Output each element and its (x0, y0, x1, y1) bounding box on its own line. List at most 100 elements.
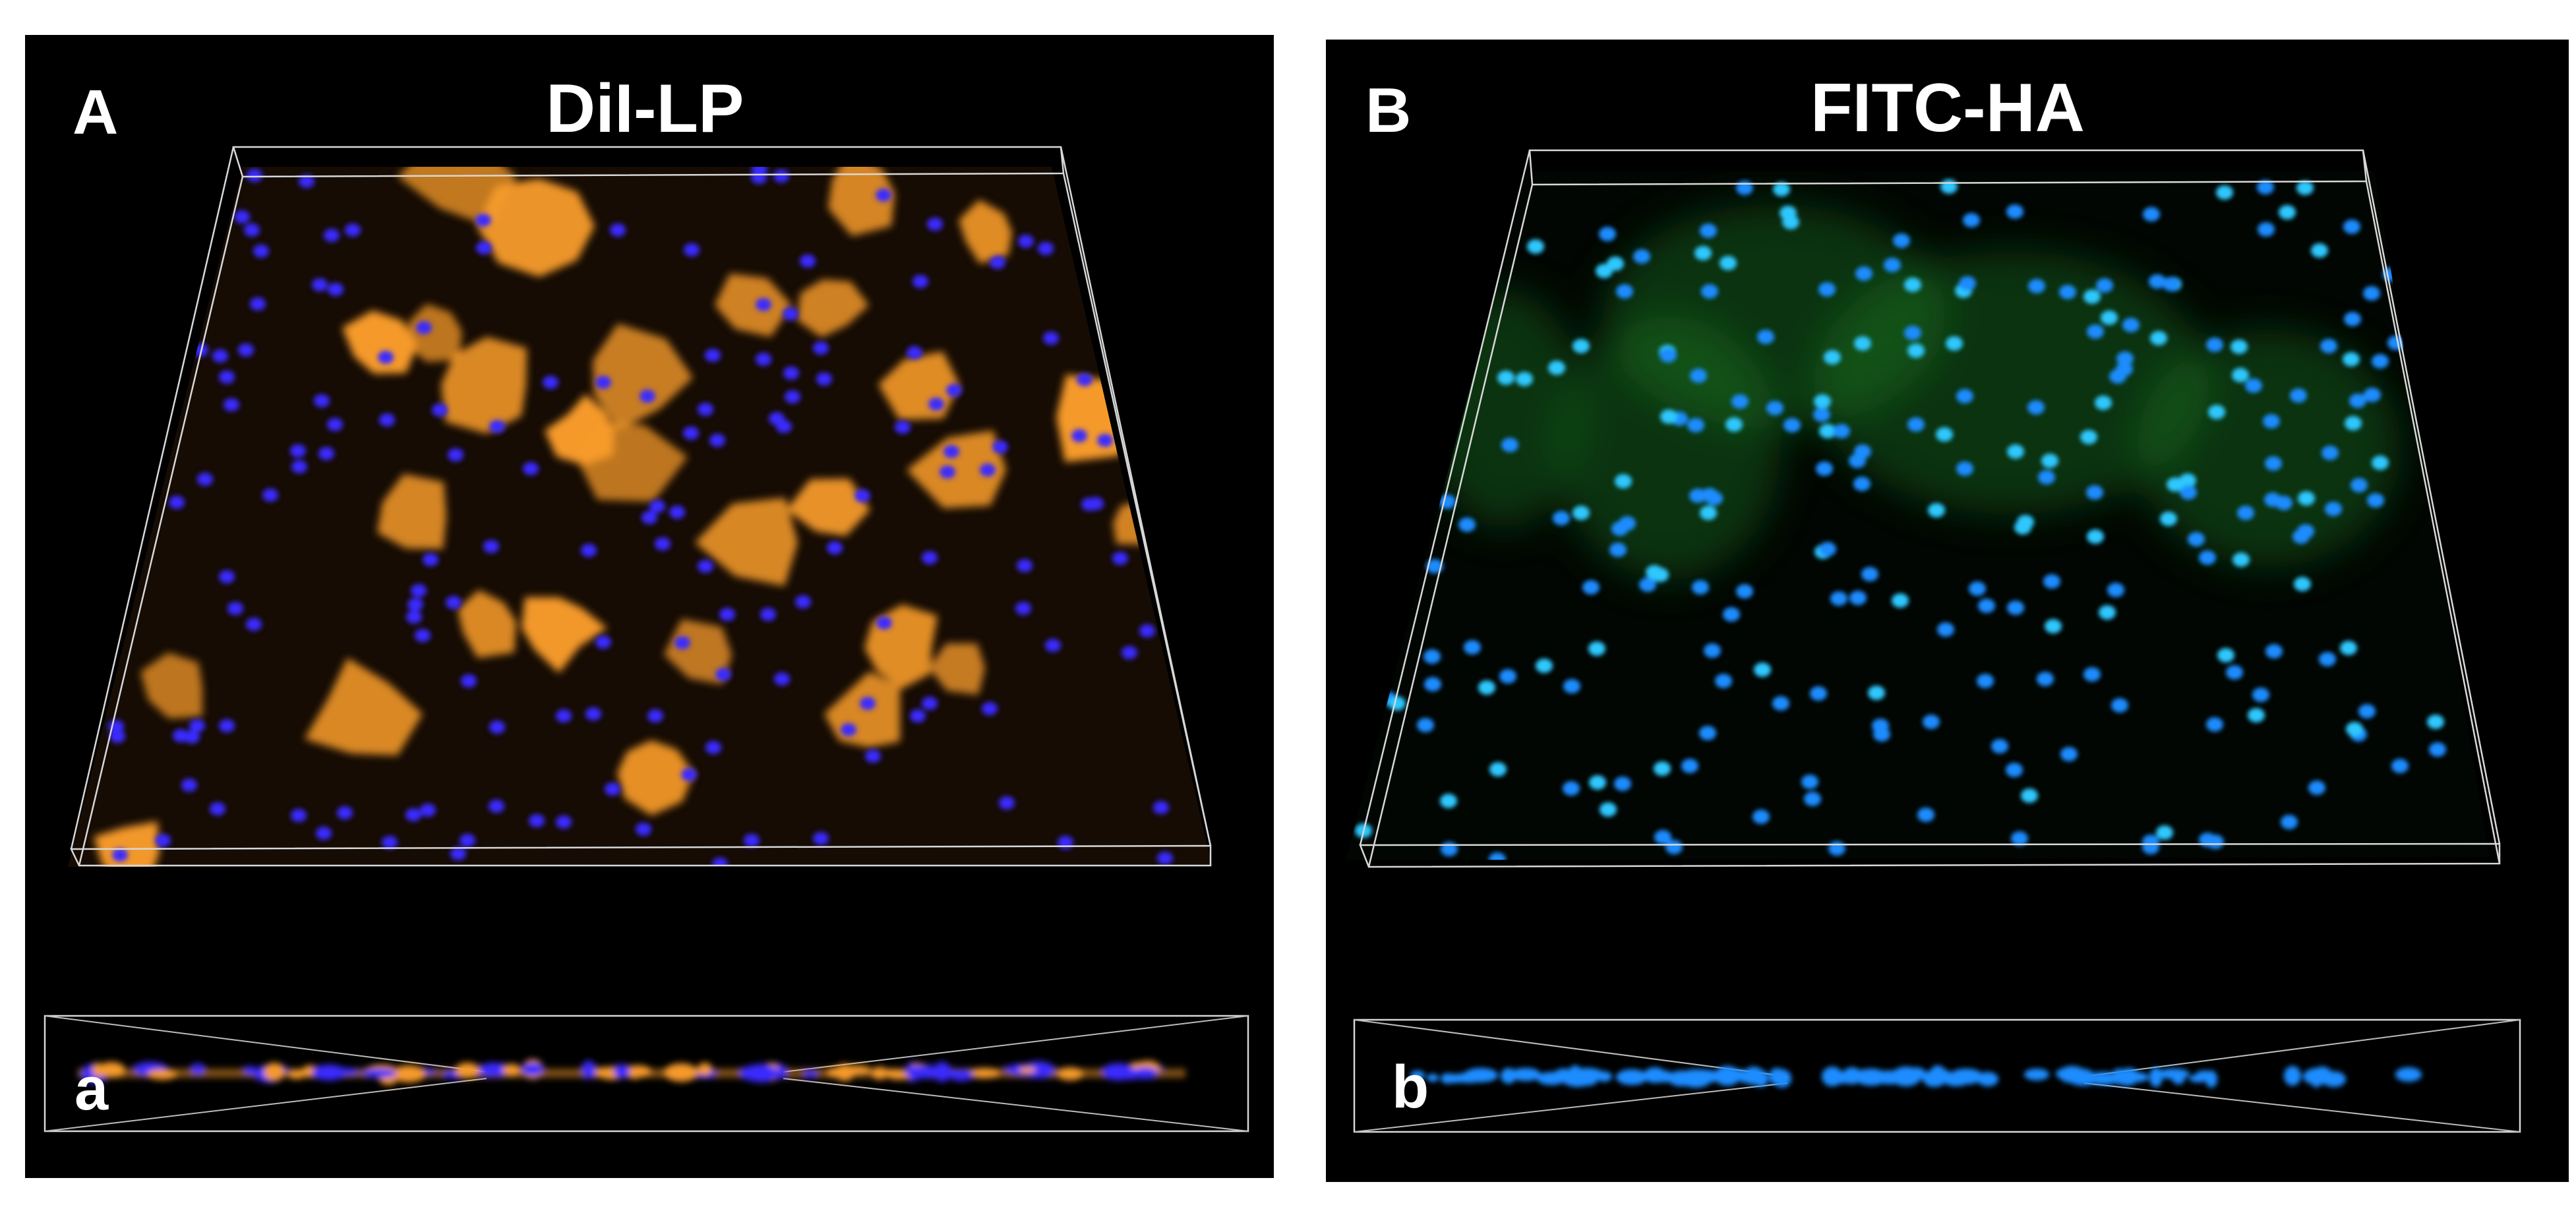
nucleus (2351, 478, 2368, 492)
nucleus (774, 672, 790, 686)
nucleus (2248, 708, 2265, 722)
nucleus (783, 307, 798, 320)
nucleus (1424, 677, 1441, 692)
nucleus (1700, 506, 1717, 520)
nucleus (2150, 331, 2167, 345)
nucleus (224, 398, 239, 411)
nucleus (1783, 418, 1801, 432)
nucleus (1725, 417, 1743, 432)
nucleus (1077, 373, 1093, 386)
nucleus (1907, 343, 1925, 358)
nucleus (1854, 336, 1871, 351)
side-signal (1726, 1069, 1750, 1080)
side-signal (1822, 1067, 1843, 1086)
nucleus (1548, 361, 1565, 375)
side-signal (1930, 1065, 1946, 1082)
nucleus (2041, 454, 2058, 468)
nucleus (423, 553, 438, 566)
side-signal (147, 1069, 177, 1080)
nucleus (2279, 205, 2296, 220)
nucleus (1596, 264, 1613, 278)
nucleus (1058, 836, 1073, 849)
nucleus (841, 723, 856, 736)
nucleus (416, 321, 432, 334)
nucleus (744, 834, 760, 847)
nucleus (2263, 414, 2280, 428)
nucleus (1849, 454, 1866, 468)
nucleus (1563, 679, 1580, 693)
panel-b: B FITC-HA b (1326, 40, 2569, 1182)
nucleus (1665, 840, 1683, 854)
nucleus (212, 349, 228, 363)
nucleus (219, 570, 235, 583)
side-signal (1022, 1061, 1055, 1078)
nucleus (2311, 243, 2328, 258)
side-signal (664, 1063, 698, 1082)
nucleus (698, 560, 713, 573)
stained-cell (522, 597, 607, 673)
nucleus (1464, 640, 1481, 655)
nucleus (1681, 759, 1698, 773)
nucleus (922, 551, 938, 564)
side-signal (624, 1065, 651, 1077)
nucleus (1849, 591, 1867, 605)
nucleus (1936, 427, 1953, 442)
side-signal (1571, 1068, 1603, 1080)
nucleus (1017, 559, 1033, 572)
nucleus (1071, 429, 1087, 442)
nucleus (2116, 351, 2134, 366)
nucleus (928, 398, 944, 411)
nucleus (1720, 256, 1737, 270)
nucleus (2231, 339, 2248, 354)
stained-cell (907, 430, 1006, 508)
nucleus (1660, 348, 1677, 363)
nucleus (1963, 213, 1980, 227)
nucleus (1959, 276, 1976, 291)
nucleus (523, 462, 539, 475)
stained-cell (1056, 374, 1149, 462)
nucleus (2180, 485, 2197, 500)
nucleus (1439, 494, 1456, 509)
nucleus (327, 418, 343, 431)
nucleus (2206, 338, 2223, 352)
nucleus (999, 796, 1015, 810)
stained-cell (959, 200, 1012, 264)
nucleus (1157, 852, 1173, 865)
nucleus (1015, 602, 1031, 615)
nucleus (475, 214, 491, 227)
nucleus (715, 668, 731, 681)
stained-cell (441, 337, 527, 434)
nucleus (1868, 686, 1885, 700)
nucleus (318, 447, 334, 460)
panel-b-side-letter: b (1392, 1053, 1429, 1121)
nucleus (2340, 641, 2357, 655)
nucleus (2237, 506, 2254, 520)
nucleus (1819, 542, 1836, 556)
nucleus (2320, 339, 2337, 353)
nucleus (489, 800, 504, 813)
side-signal (191, 1063, 205, 1075)
green-haze (2137, 330, 2401, 567)
stained-cell (664, 619, 732, 684)
nucleus (2275, 496, 2292, 510)
nucleus (1654, 761, 1671, 776)
nucleus (1940, 179, 1958, 194)
nucleus (636, 823, 651, 836)
nucleus (2252, 688, 2269, 702)
side-signal (2087, 1072, 2120, 1085)
nucleus (2163, 277, 2180, 291)
nucleus (1701, 284, 1718, 299)
nucleus (1801, 775, 1818, 789)
nucleus (1766, 401, 1783, 415)
nucleus (990, 256, 1005, 269)
nucleus (2111, 698, 2128, 713)
side-signal (872, 1067, 887, 1080)
side-signal (1102, 1063, 1135, 1080)
nucleus (1536, 659, 1553, 673)
nucleus (876, 189, 891, 202)
panel-a-title: DiI-LP (546, 71, 744, 147)
nucleus (640, 390, 655, 403)
nucleus (299, 175, 315, 188)
nucleus (2017, 515, 2034, 529)
stained-cell (593, 324, 693, 430)
